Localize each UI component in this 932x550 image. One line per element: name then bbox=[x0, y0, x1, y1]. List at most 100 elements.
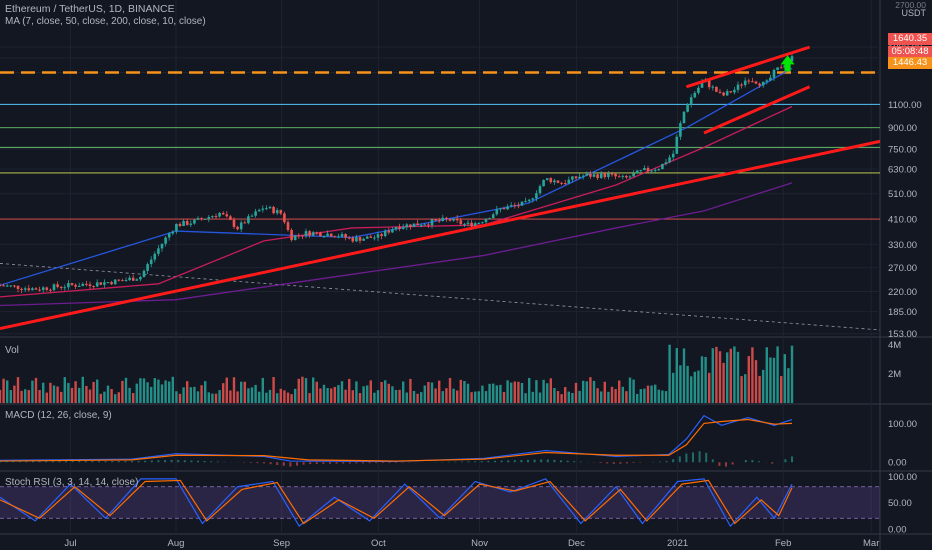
volume-bar bbox=[589, 377, 592, 403]
candle-body bbox=[754, 81, 758, 84]
candle-body bbox=[664, 162, 668, 165]
candle-body bbox=[657, 169, 661, 171]
volume-bar bbox=[751, 347, 754, 403]
volume-bar bbox=[621, 386, 624, 403]
macd-histogram-bar bbox=[500, 460, 503, 463]
volume-bar bbox=[441, 391, 444, 403]
candle-body bbox=[628, 176, 632, 178]
candle-body bbox=[286, 222, 290, 230]
candle-body bbox=[149, 259, 153, 265]
macd-histogram-bar bbox=[507, 460, 510, 463]
candle-body bbox=[509, 205, 513, 207]
volume-bar bbox=[398, 389, 401, 403]
volume-bar bbox=[193, 386, 196, 403]
macd-histogram-bar bbox=[626, 462, 628, 464]
candle-body bbox=[157, 248, 160, 254]
volume-bar bbox=[409, 378, 412, 403]
candle-body bbox=[38, 289, 41, 291]
volume-bar bbox=[70, 387, 74, 403]
volume-bar bbox=[362, 386, 365, 403]
candle-body bbox=[20, 289, 23, 291]
macd-histogram-bar bbox=[309, 462, 312, 465]
candle-body bbox=[160, 243, 164, 249]
volume-bar bbox=[81, 376, 84, 403]
candle-body bbox=[495, 209, 499, 215]
volume-bar bbox=[700, 356, 704, 403]
volume-bar bbox=[196, 391, 200, 403]
macd-histogram-bar bbox=[45, 461, 48, 463]
volume-bar bbox=[106, 385, 110, 403]
macd-histogram-bar bbox=[355, 462, 358, 464]
candle-body bbox=[283, 213, 286, 223]
volume-bar bbox=[142, 378, 146, 403]
symbol-title[interactable]: Ethereum / TetherUS, 1D, BINANCE bbox=[5, 3, 175, 15]
candle-body bbox=[178, 223, 182, 227]
macd-histogram-bar bbox=[256, 462, 259, 464]
volume-bar bbox=[646, 385, 650, 403]
stoch-rsi-label[interactable]: Stoch RSI (3, 3, 14, 14, close) bbox=[5, 477, 139, 488]
macd-histogram-bar bbox=[540, 459, 543, 463]
volume-bar bbox=[607, 391, 610, 403]
macd-histogram-bar bbox=[302, 462, 305, 465]
volume-bar bbox=[189, 387, 192, 403]
macd-histogram-bar bbox=[322, 462, 325, 464]
macd-line bbox=[0, 418, 793, 462]
macd-label[interactable]: MACD (12, 26, close, 9) bbox=[5, 410, 112, 421]
candle-body bbox=[725, 91, 729, 96]
volume-bar bbox=[477, 391, 480, 403]
macd-histogram-bar bbox=[461, 461, 463, 463]
volume-bar bbox=[769, 357, 772, 403]
volume-bar bbox=[186, 381, 189, 403]
macd-histogram-bar bbox=[553, 459, 556, 463]
volume-bar bbox=[423, 385, 426, 403]
volume-bar bbox=[283, 390, 286, 403]
price-tick-label: 410.00 bbox=[888, 215, 917, 226]
volume-bar bbox=[682, 348, 686, 403]
volume-bar bbox=[333, 386, 336, 403]
volume-bar bbox=[582, 380, 585, 403]
candle-body bbox=[596, 174, 599, 178]
volume-bar bbox=[258, 391, 261, 403]
volume-bar bbox=[686, 365, 689, 403]
volume-bar bbox=[24, 389, 27, 403]
candle-body bbox=[257, 209, 261, 212]
candle-body bbox=[214, 216, 218, 218]
volume-bar bbox=[358, 393, 362, 403]
volume-bar bbox=[394, 389, 398, 403]
volume-bar bbox=[304, 378, 308, 403]
ma-indicator-label[interactable]: MA (7, close, 50, close, 200, close, 10,… bbox=[5, 16, 206, 27]
candle-body bbox=[2, 285, 5, 287]
candle-body bbox=[376, 234, 380, 238]
stoch-rsi-line bbox=[0, 478, 793, 528]
candle-body bbox=[315, 232, 319, 234]
stoch-tick-label: 0.00 bbox=[888, 524, 907, 535]
volume-bar bbox=[214, 393, 218, 403]
candle-body bbox=[117, 279, 121, 281]
volume-bar bbox=[315, 381, 318, 403]
volume-bar bbox=[744, 374, 747, 403]
price-tick-label: 510.00 bbox=[888, 189, 917, 200]
volume-bar bbox=[492, 383, 495, 403]
volume-bar bbox=[513, 381, 516, 403]
candle-body bbox=[380, 234, 383, 237]
volume-bar bbox=[675, 348, 678, 403]
volume-bar bbox=[679, 365, 682, 403]
candle-body bbox=[146, 264, 149, 271]
price-tick-label: 220.00 bbox=[888, 287, 917, 298]
candle-body bbox=[106, 282, 110, 284]
macd-histogram-bar bbox=[124, 461, 127, 463]
volume-label[interactable]: Vol bbox=[5, 345, 19, 356]
candle-body bbox=[121, 280, 124, 282]
candle-body bbox=[513, 205, 517, 207]
candle-body bbox=[77, 286, 81, 288]
volume-bar bbox=[366, 385, 369, 403]
volume-bar bbox=[434, 388, 437, 403]
candle-body bbox=[92, 286, 95, 288]
volume-bar bbox=[38, 390, 41, 403]
volume-bar bbox=[337, 385, 340, 403]
candle-body bbox=[167, 233, 171, 238]
macd-histogram-bar bbox=[692, 452, 694, 463]
candle-body bbox=[387, 230, 391, 233]
volume-bar bbox=[250, 387, 254, 403]
candle-body bbox=[203, 218, 207, 220]
